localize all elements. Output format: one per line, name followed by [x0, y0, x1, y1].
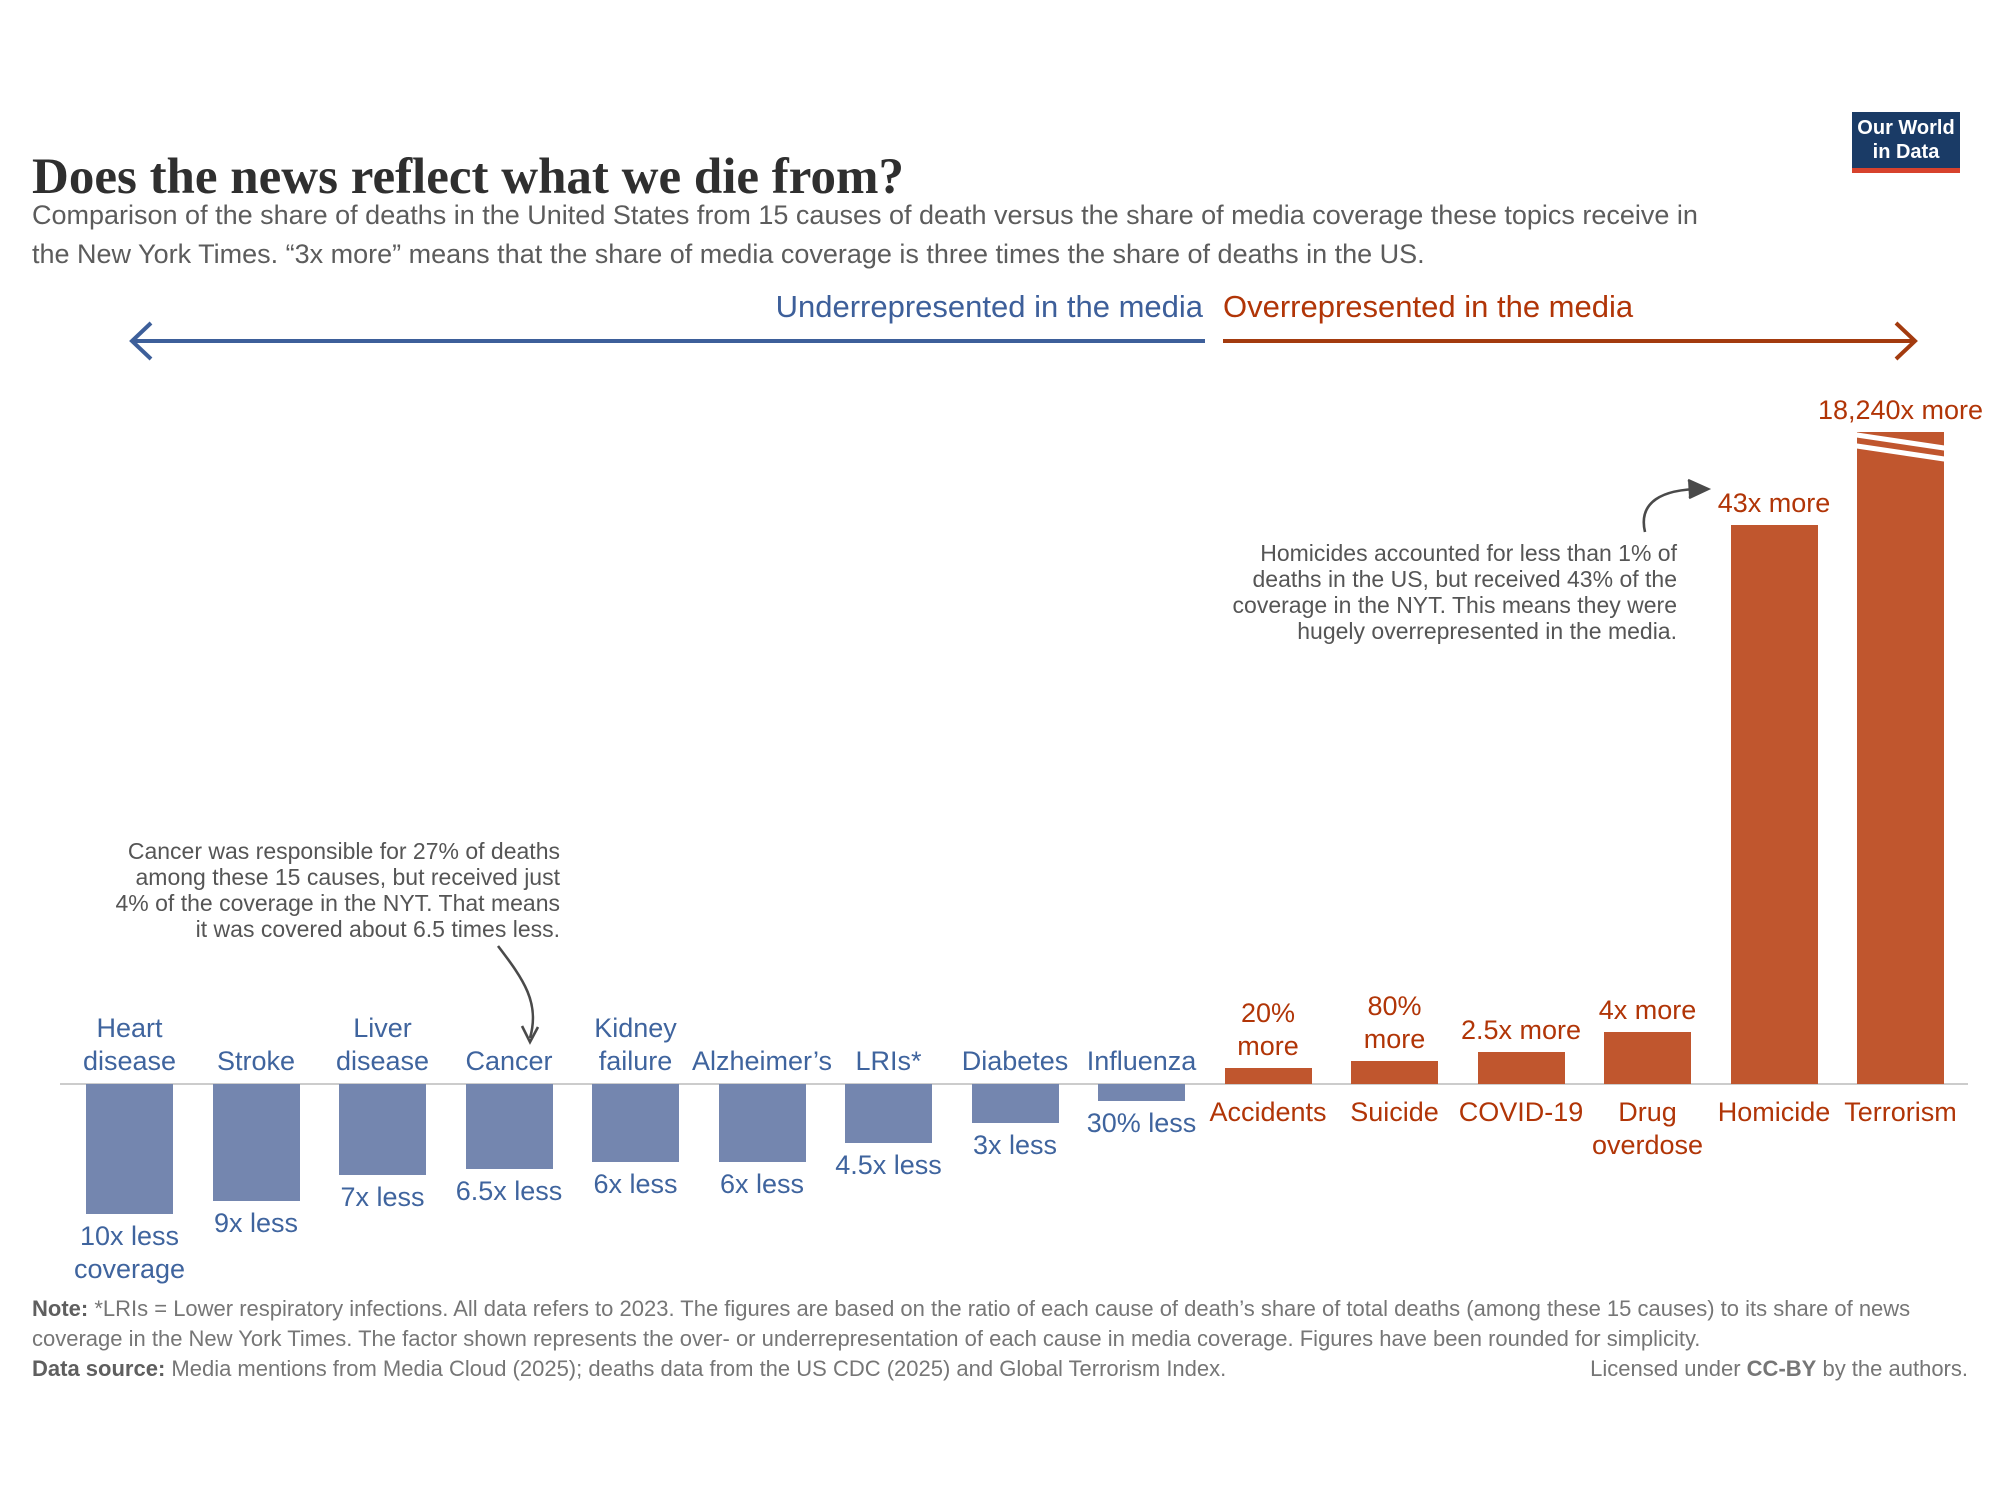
underrepresented-label: Underrepresented in the media	[775, 289, 1203, 324]
category-label-drug-overdose: Drug overdose	[1591, 1097, 1704, 1160]
value-label-accidents: 20% more	[1237, 998, 1299, 1062]
category-label-homicide: Homicide	[1717, 1097, 1831, 1127]
bar-suicide	[1351, 1060, 1438, 1084]
value-label-stroke: 9x less	[213, 1208, 299, 1238]
category-label-alzheimers: Alzheimer’s	[691, 1046, 833, 1076]
category-label-liver-disease: Liver disease	[335, 1013, 430, 1076]
bar-terrorism	[1853, 432, 1948, 1084]
value-label-heart-disease: 10x less coverage	[73, 1221, 186, 1284]
bar-homicide	[1730, 525, 1818, 1084]
cancer-annotation-line: among these 15 causes, but received just	[135, 864, 560, 890]
category-label-diabetes: Diabetes	[961, 1046, 1069, 1076]
bar-heart-disease	[86, 1084, 173, 1214]
license-suffix: by the authors.	[1816, 1356, 1968, 1381]
license-bold: CC-BY	[1746, 1356, 1817, 1381]
category-label-lris: LRIs*	[855, 1046, 922, 1076]
value-label-diabetes: 3x less	[972, 1130, 1058, 1160]
chart-subtitle: Comparison of the share of deaths in the…	[32, 196, 1698, 274]
homicide-annotation: Homicides accounted for less than 1% of …	[1117, 540, 1677, 644]
overrepresented-label: Overrepresented in the media	[1223, 289, 1634, 324]
value-label-alzheimers: 6x less	[719, 1169, 805, 1199]
subtitle-line-2: the New York Times. “3x more” means that…	[32, 239, 1425, 269]
value-label-terrorism: 18,240x more	[1817, 395, 1984, 425]
bar-drug-overdose	[1604, 1032, 1691, 1084]
value-label-kidney-failure: 6x less	[593, 1169, 678, 1199]
page-title: Does the news reflect what we die from?	[32, 149, 904, 206]
value-label-cancer: 6.5x less	[455, 1175, 563, 1206]
homicide-annotation-line: deaths in the US, but received 43% of th…	[1252, 566, 1678, 592]
chart-note: Note: *LRIs = Lower respiratory infectio…	[32, 1294, 1970, 1354]
bar-accidents	[1224, 1068, 1312, 1084]
left-arrow	[129, 321, 1205, 361]
value-label-covid-19: 2.5x more	[1460, 1014, 1582, 1045]
cancer-annotation-line: Cancer was responsible for 27% of deaths	[127, 838, 560, 864]
subtitle-line-1: Comparison of the share of deaths in the…	[32, 200, 1698, 230]
bar-liver-disease	[339, 1084, 426, 1175]
data-source: Data source: Media mentions from Media C…	[32, 1356, 1970, 1382]
bar-cancer	[465, 1084, 553, 1169]
category-label-stroke: Stroke	[216, 1046, 296, 1076]
owid-logo: Our World in Data	[1852, 112, 1960, 173]
license-prefix: Licensed under	[1590, 1356, 1747, 1381]
owid-logo-line2: in Data	[1872, 141, 1940, 163]
bar-covid-19	[1477, 1051, 1565, 1084]
cancer-annotation: Cancer was responsible for 27% of deaths…	[40, 838, 561, 942]
bar-influenza	[1098, 1084, 1185, 1101]
bar-alzheimers	[718, 1084, 806, 1162]
cancer-annotation-line: it was covered about 6.5 times less.	[195, 916, 560, 942]
value-label-liver-disease: 7x less	[340, 1182, 425, 1212]
bar-lris	[845, 1084, 932, 1143]
category-label-influenza: Influenza	[1086, 1046, 1197, 1076]
bar-diabetes	[971, 1084, 1059, 1123]
homicide-annotation-line: coverage in the NYT. This means they wer…	[1232, 592, 1677, 618]
right-arrow	[1223, 321, 1918, 361]
cancer-annotation-line: 4% of the coverage in the NYT. That mean…	[115, 890, 561, 916]
category-label-heart-disease: Heart disease	[82, 1013, 177, 1076]
note-text: *LRIs = Lower respiratory infections. Al…	[32, 1296, 1911, 1351]
homicide-annotation-line: Homicides accounted for less than 1% of	[1260, 540, 1677, 566]
note-label: Note:	[32, 1296, 89, 1321]
category-label-accidents: Accidents	[1209, 1097, 1327, 1127]
license-note: Licensed under CC-BY by the authors.	[1590, 1356, 1968, 1382]
category-label-terrorism: Terrorism	[1844, 1097, 1957, 1127]
category-label-cancer: Cancer	[465, 1046, 553, 1076]
data-source-text: Media mentions from Media Cloud (2025); …	[165, 1356, 1227, 1381]
bar-kidney-failure	[592, 1084, 679, 1162]
bar-stroke	[212, 1084, 300, 1201]
value-label-lris: 4.5x less	[835, 1149, 942, 1180]
value-label-homicide: 43x more	[1717, 488, 1831, 518]
owid-logo-line1: Our World	[1857, 117, 1955, 139]
direction-arrows	[129, 321, 1918, 361]
category-label-kidney-failure: Kidney failure	[594, 1013, 677, 1076]
value-label-drug-overdose: 4x more	[1598, 995, 1697, 1025]
data-source-label: Data source:	[32, 1356, 166, 1381]
category-label-suicide: Suicide	[1350, 1097, 1439, 1127]
value-label-influenza: 30% less	[1086, 1107, 1197, 1138]
homicide-annotation-line: hugely overrepresented in the media.	[1297, 618, 1677, 644]
value-label-suicide: 80% more	[1363, 990, 1426, 1054]
category-label-covid-19: COVID-19	[1458, 1097, 1584, 1127]
